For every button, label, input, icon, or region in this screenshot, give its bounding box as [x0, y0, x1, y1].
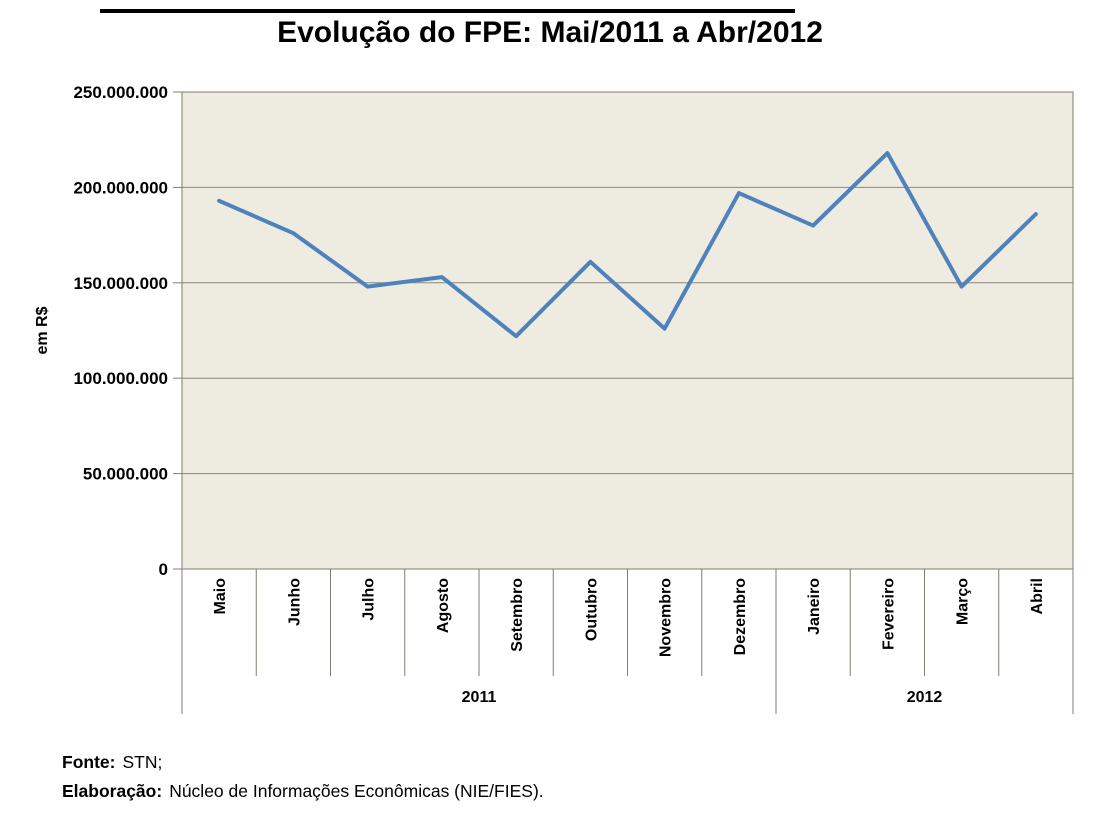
year-label: 2011	[462, 689, 497, 706]
elaboration-value: Núcleo de Informações Econômicas (NIE/FI…	[169, 781, 544, 801]
month-label: Outubro	[583, 578, 600, 641]
fpe-line-series	[217, 151, 1038, 339]
y-tick-label: 200.000.000	[73, 178, 168, 197]
elaboration-label: Elaboração:	[62, 781, 163, 801]
y-axis-title: em R$	[34, 306, 51, 354]
y-tick-label: 250.000.000	[73, 83, 168, 102]
y-tick-label: 50.000.000	[83, 465, 168, 484]
source-line: Fonte: STN;	[62, 748, 544, 777]
top-border-line	[100, 9, 795, 13]
year-label: 2012	[907, 689, 943, 706]
y-tick-label: 0	[159, 560, 168, 579]
source-note: Fonte: STN; Elaboração: Núcleo de Informaç…	[62, 748, 544, 806]
source-label: Fonte:	[62, 752, 116, 772]
chart-title: Evolução do FPE: Mai/2011 a Abr/2012	[277, 16, 823, 49]
month-label: Junho	[286, 578, 303, 626]
elaboration-line: Elaboração: Núcleo de Informações Econômi…	[62, 777, 544, 806]
plot-area	[182, 92, 1073, 569]
month-label: Agosto	[435, 578, 452, 633]
month-label: Setembro	[509, 578, 526, 652]
y-tick-label: 150.000.000	[73, 274, 168, 293]
source-value: STN;	[122, 752, 163, 772]
y-tick-label: 100.000.000	[73, 369, 168, 388]
month-label: Novembro	[658, 578, 675, 657]
month-label: Dezembro	[732, 578, 749, 656]
month-label: Janeiro	[806, 578, 823, 635]
month-label: Março	[955, 578, 972, 625]
month-label: Maio	[212, 578, 229, 615]
month-label: Fevereiro	[880, 578, 897, 650]
month-label: Abril	[1029, 578, 1046, 614]
month-label: Julho	[361, 578, 378, 621]
